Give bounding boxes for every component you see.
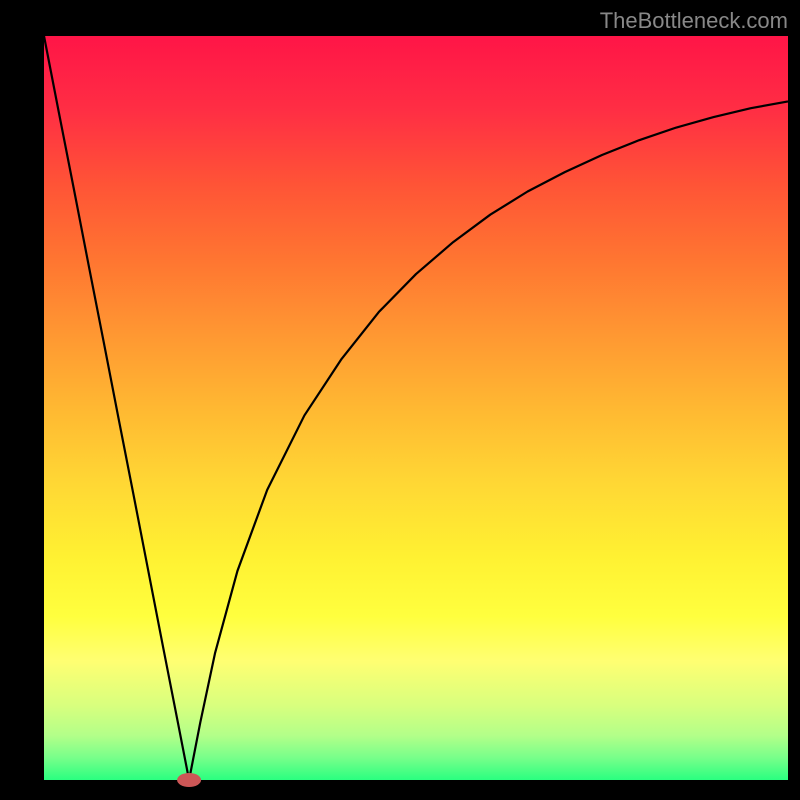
minimum-marker [177,773,201,787]
chart-container: TheBottleneck.com [0,0,800,800]
plot-background [44,36,788,780]
bottleneck-chart [0,0,800,800]
watermark-text: TheBottleneck.com [600,8,788,34]
